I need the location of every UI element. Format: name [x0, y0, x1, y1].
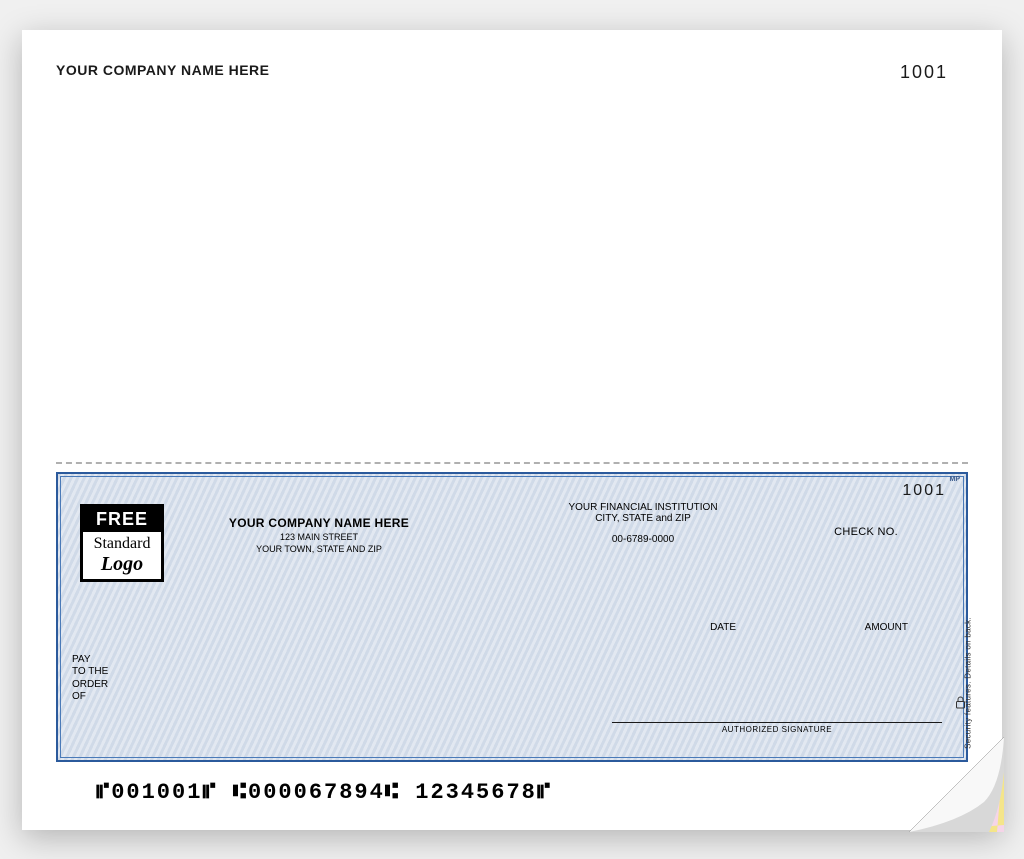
perforation-line: [56, 462, 968, 464]
company-name: YOUR COMPANY NAME HERE: [194, 516, 444, 530]
logo-line-free: FREE: [83, 507, 161, 532]
bank-city: CITY, STATE and ZIP: [528, 513, 758, 524]
check-number: 1001: [902, 482, 946, 500]
bank-routing: 00-6789-0000: [528, 534, 758, 545]
pay-line3: ORDER: [72, 679, 108, 692]
check-container: MP 1001 FREE Standard Logo YOUR COMPANY …: [56, 472, 968, 805]
date-label: DATE: [710, 622, 736, 633]
amount-label: AMOUNT: [865, 622, 908, 633]
logo-line-standard: Standard: [83, 532, 161, 553]
checkno-label: CHECK NO.: [834, 526, 898, 538]
stub-check-number: 1001: [900, 62, 948, 83]
pay-line1: PAY: [72, 654, 108, 667]
bank-name: YOUR FINANCIAL INSTITUTION: [528, 502, 758, 513]
stub-company-name: YOUR COMPANY NAME HERE: [56, 62, 968, 78]
check-document: YOUR COMPANY NAME HERE 1001 MP 1001 FREE…: [22, 30, 1002, 830]
company-city: YOUR TOWN, STATE AND ZIP: [194, 544, 444, 554]
check-body: MP 1001 FREE Standard Logo YOUR COMPANY …: [56, 472, 968, 762]
micr-line: ⑈001001⑈ ⑆000067894⑆ 12345678⑈: [56, 780, 968, 805]
security-text: Security features. Details on back.: [964, 617, 973, 749]
signature-line: AUTHORIZED SIGNATURE: [612, 722, 942, 734]
company-street: 123 MAIN STREET: [194, 532, 444, 542]
logo-placeholder: FREE Standard Logo: [80, 504, 164, 582]
company-block: YOUR COMPANY NAME HERE 123 MAIN STREET Y…: [194, 516, 444, 554]
pay-line4: OF: [72, 691, 108, 704]
pay-to-order: PAY TO THE ORDER OF: [72, 654, 108, 704]
mp-mark: MP: [950, 476, 961, 483]
bank-block: YOUR FINANCIAL INSTITUTION CITY, STATE a…: [528, 502, 758, 545]
logo-line-logo: Logo: [83, 553, 161, 579]
pay-line2: TO THE: [72, 666, 108, 679]
voucher-stub: YOUR COMPANY NAME HERE 1001: [56, 62, 968, 462]
padlock-icon: [955, 696, 966, 712]
signature-label: AUTHORIZED SIGNATURE: [612, 723, 942, 734]
